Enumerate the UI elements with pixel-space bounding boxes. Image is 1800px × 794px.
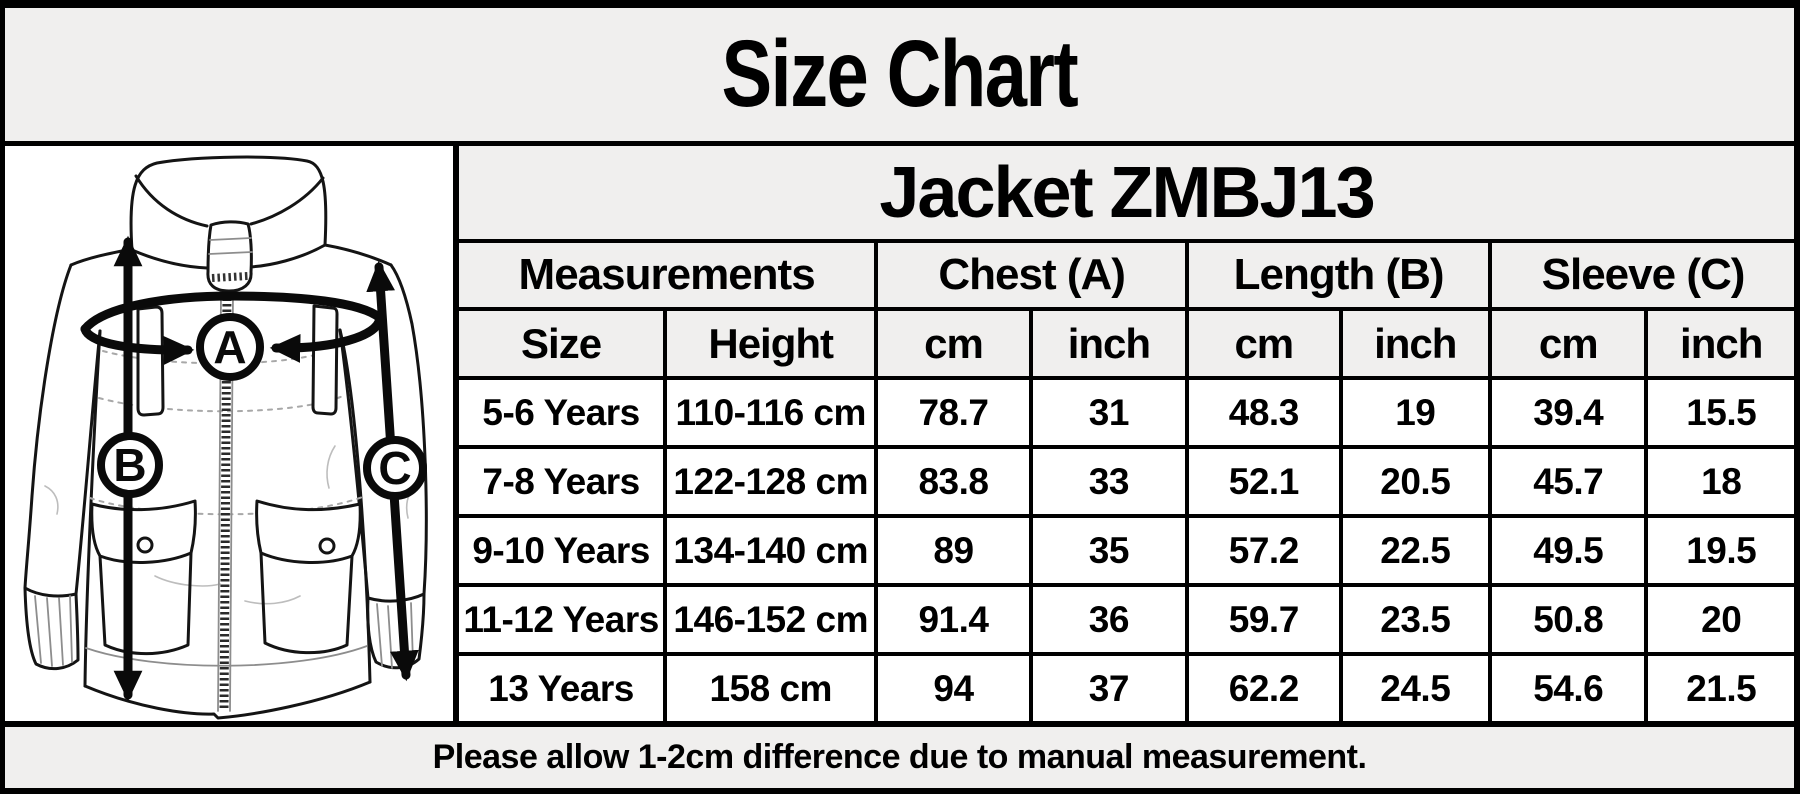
jacket-measurement-diagram: A B C xyxy=(23,155,428,720)
cell-length-cm: 59.7 xyxy=(1189,587,1339,652)
table-title: Jacket ZMBJ13 xyxy=(459,146,1794,239)
cell-chest-inch: 31 xyxy=(1032,380,1186,445)
page-title: Size Chart xyxy=(721,21,1079,127)
chest-loop-A xyxy=(80,291,385,334)
cell-sleeve-cm: 39.4 xyxy=(1492,380,1645,445)
sleeve-label: C xyxy=(378,442,411,494)
cell-sleeve-inch: 15.5 xyxy=(1648,380,1794,445)
group-header-length: Length (B) xyxy=(1189,243,1489,307)
chest-label-circle xyxy=(196,313,264,381)
cell-chest-inch: 35 xyxy=(1032,518,1186,583)
size-table: Jacket ZMBJ13 Measurements Chest (A) Len… xyxy=(459,146,1794,721)
cell-sleeve-inch: 21.5 xyxy=(1648,656,1794,721)
cell-chest-inch: 37 xyxy=(1032,656,1186,721)
jacket-drawing xyxy=(23,155,428,720)
cell-sleeve-cm: 49.5 xyxy=(1492,518,1645,583)
cell-size: 5-6 Years xyxy=(459,380,664,445)
cell-height: 146-152 cm xyxy=(667,587,875,652)
group-header-sleeve: Sleeve (C) xyxy=(1492,243,1794,307)
col-header-chest-cm: cm xyxy=(878,311,1029,376)
footer-band: Please allow 1-2cm difference due to man… xyxy=(5,727,1794,788)
cell-size: 11-12 Years xyxy=(459,587,664,652)
cell-length-cm: 52.1 xyxy=(1189,449,1339,514)
cell-chest-cm: 91.4 xyxy=(878,587,1029,652)
cell-size: 9-10 Years xyxy=(459,518,664,583)
pocket-button-left xyxy=(136,536,154,554)
cell-chest-cm: 94 xyxy=(878,656,1029,721)
length-label-circle xyxy=(97,432,163,498)
cell-length-inch: 19 xyxy=(1342,380,1489,445)
group-header-measurements: Measurements xyxy=(459,243,875,307)
zipper xyxy=(219,292,232,712)
measurement-arrows: A B C xyxy=(80,235,427,702)
cell-chest-cm: 78.7 xyxy=(878,380,1029,445)
cell-size: 7-8 Years xyxy=(459,449,664,514)
cell-height: 134-140 cm xyxy=(667,518,875,583)
cell-height: 122-128 cm xyxy=(667,449,875,514)
cell-sleeve-inch: 19.5 xyxy=(1648,518,1794,583)
size-table-area: Jacket ZMBJ13 Measurements Chest (A) Len… xyxy=(459,146,1794,721)
col-header-chest-inch: inch xyxy=(1032,311,1186,376)
cell-sleeve-cm: 50.8 xyxy=(1492,587,1645,652)
title-band: Size Chart xyxy=(5,8,1794,141)
length-label: B xyxy=(113,439,146,491)
cell-chest-cm: 83.8 xyxy=(878,449,1029,514)
cell-length-cm: 57.2 xyxy=(1189,518,1339,583)
cell-sleeve-cm: 54.6 xyxy=(1492,656,1645,721)
group-header-chest: Chest (A) xyxy=(878,243,1186,307)
cell-sleeve-cm: 45.7 xyxy=(1492,449,1645,514)
cell-sleeve-inch: 20 xyxy=(1648,587,1794,652)
col-header-sleeve-cm: cm xyxy=(1492,311,1645,376)
chest-label: A xyxy=(213,321,246,373)
cell-chest-inch: 33 xyxy=(1032,449,1186,514)
col-header-sleeve-inch: inch xyxy=(1648,311,1794,376)
cell-chest-inch: 36 xyxy=(1032,587,1186,652)
measurement-disclaimer: Please allow 1-2cm difference due to man… xyxy=(432,738,1367,776)
main-section: A B C Jacket ZMBJ13 Measurements Chest (… xyxy=(5,146,1794,721)
cell-chest-cm: 89 xyxy=(878,518,1029,583)
cell-length-inch: 20.5 xyxy=(1342,449,1489,514)
cell-size: 13 Years xyxy=(459,656,664,721)
cell-height: 158 cm xyxy=(667,656,875,721)
cell-length-cm: 48.3 xyxy=(1189,380,1339,445)
col-header-length-cm: cm xyxy=(1189,311,1339,376)
cell-length-inch: 23.5 xyxy=(1342,587,1489,652)
cell-sleeve-inch: 18 xyxy=(1648,449,1794,514)
cell-height: 110-116 cm xyxy=(667,380,875,445)
sleeve-label-circle xyxy=(363,436,427,500)
col-header-size: Size xyxy=(459,311,664,376)
pocket-button-right xyxy=(318,537,336,555)
cell-length-inch: 24.5 xyxy=(1342,656,1489,721)
col-header-height: Height xyxy=(667,311,875,376)
col-header-length-inch: inch xyxy=(1342,311,1489,376)
cell-length-inch: 22.5 xyxy=(1342,518,1489,583)
jacket-diagram-panel: A B C xyxy=(5,146,453,721)
cell-length-cm: 62.2 xyxy=(1189,656,1339,721)
